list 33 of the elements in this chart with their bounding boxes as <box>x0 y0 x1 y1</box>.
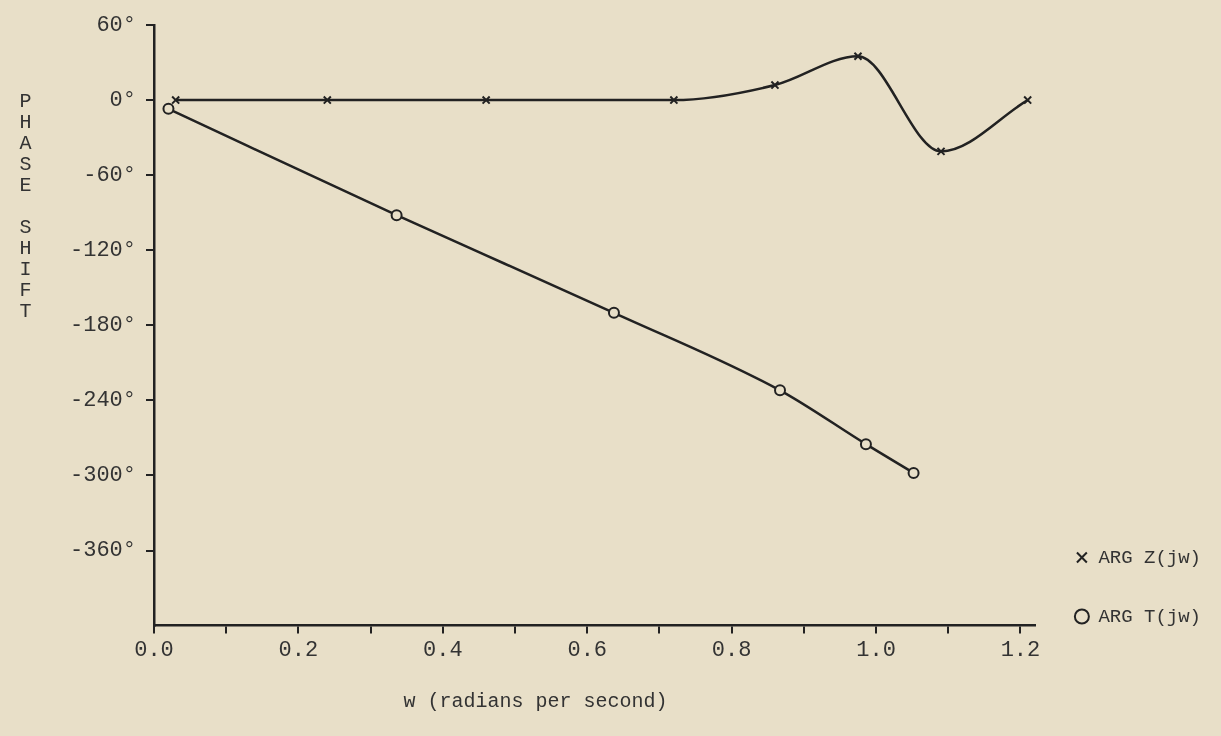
x-tick-label: 0.0 <box>134 637 174 663</box>
point <box>853 51 863 61</box>
point <box>669 95 679 105</box>
y-axis-title: PHASE SHIFT <box>14 90 37 321</box>
legend-label: ARG T(jw) <box>1098 605 1202 628</box>
point <box>390 209 403 222</box>
point <box>859 438 872 451</box>
point <box>162 102 175 115</box>
y-tick-label: 60° <box>96 12 137 38</box>
x-tick-label: 0.2 <box>278 637 319 663</box>
x-tick-label: 1.0 <box>856 637 896 663</box>
point <box>936 146 946 156</box>
point <box>322 95 332 105</box>
point <box>481 95 491 105</box>
point <box>774 384 787 397</box>
y-tick-label: 0° <box>109 87 137 113</box>
y-tick-label: -300° <box>70 463 137 489</box>
legend-label: ARG Z(jw) <box>1098 546 1202 569</box>
y-tick-label: -240° <box>70 388 137 414</box>
point <box>907 466 920 479</box>
point <box>770 80 780 90</box>
x-tick-label: 1.2 <box>1000 637 1041 663</box>
x-axis-title: w (radians per second) <box>402 690 669 713</box>
point <box>607 306 620 319</box>
x-tick-label: 0.4 <box>423 637 463 663</box>
y-tick-label: -60° <box>83 162 137 188</box>
y-tick-label: -180° <box>70 313 137 339</box>
y-tick-label: -360° <box>70 538 137 564</box>
y-tick-label: -120° <box>70 238 137 264</box>
x-tick-label: 0.6 <box>567 637 608 663</box>
point <box>1023 95 1033 105</box>
x-tick-label: 0.8 <box>711 637 752 663</box>
point <box>171 95 181 105</box>
